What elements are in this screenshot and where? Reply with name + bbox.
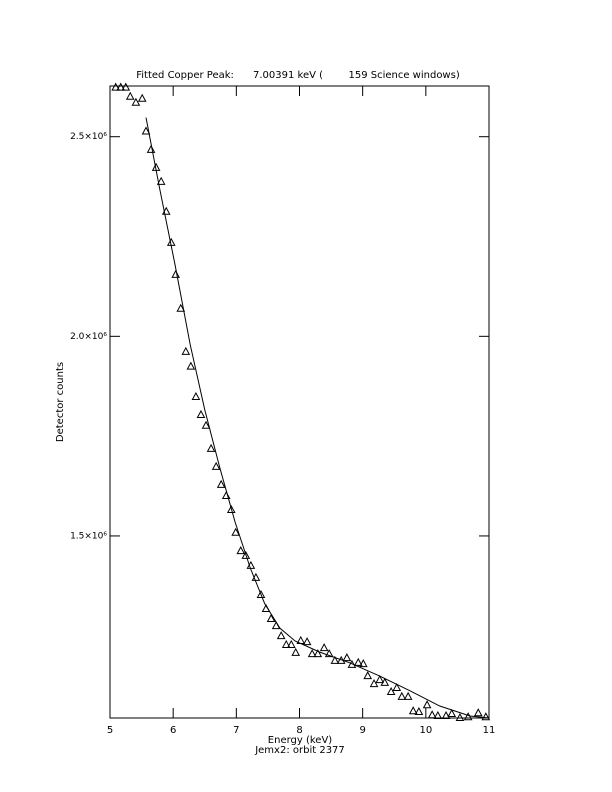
data-point [433,710,443,720]
data-point [137,93,147,102]
y-tick-label: 2.5×10⁶ [70,132,107,142]
data-point [313,649,323,658]
data-point [307,649,317,658]
data-point [206,443,216,452]
data-point [236,546,246,555]
chart-title: Fitted Copper Peak: 7.00391 keV ( 159 Sc… [136,70,460,81]
data-point [397,691,407,700]
data-point [146,144,156,153]
data-point [125,91,135,100]
data-point [116,82,126,91]
data-point [156,176,166,185]
data-point [324,649,334,658]
x-tick-label: 10 [419,725,432,736]
data-point [369,679,379,688]
y-tick-label: 2.0×10⁶ [70,332,107,342]
data-point [441,710,451,720]
data-point [121,82,131,91]
data-point [226,504,236,513]
y-axis-label: Detector counts [55,362,66,442]
data-point [111,82,121,91]
x-tick-label: 11 [483,725,496,736]
data-point [414,706,424,716]
data-point [196,409,206,418]
data-point [216,479,226,488]
x-tick-label: 6 [170,725,176,736]
data-point [408,706,418,715]
data-point [256,589,266,599]
subtitle: Jemx2: orbit 2377 [254,745,345,756]
x-axis-label: Energy (keV) [268,735,333,746]
data-point [211,461,221,470]
data-point [201,420,211,429]
data-point [392,683,402,692]
data-point [386,686,396,696]
data-point [266,613,276,622]
data-point [375,675,385,684]
x-tick-label: 5 [107,725,113,736]
data-point [302,637,312,646]
y-tick-label: 1.5×10⁶ [70,531,107,541]
data-point [358,659,368,668]
x-tick-label: 8 [296,725,302,736]
data-point [131,97,141,106]
data-point [319,643,329,652]
data-point [171,269,181,278]
data-point [291,647,301,656]
data-point [286,639,296,648]
data-point [181,346,191,355]
data-point [176,303,186,312]
data-point [447,708,457,718]
data-point [241,550,251,559]
data-point [473,708,483,717]
data-point [231,527,241,536]
x-tick-label: 7 [233,725,239,736]
data-point [481,712,491,721]
data-point [363,671,373,680]
x-tick-label: 9 [359,725,365,736]
data-point [330,655,340,664]
data-point [403,691,413,700]
data-point [427,710,437,719]
data-point [353,657,363,666]
data-point [186,361,196,370]
data-point [380,677,390,686]
data-point [281,639,291,648]
data-point [276,631,286,640]
data-point [141,126,151,135]
data-point [455,712,465,721]
data-point [191,391,201,401]
fit-line [145,117,490,719]
data-point [342,653,352,662]
data-point [422,700,432,709]
